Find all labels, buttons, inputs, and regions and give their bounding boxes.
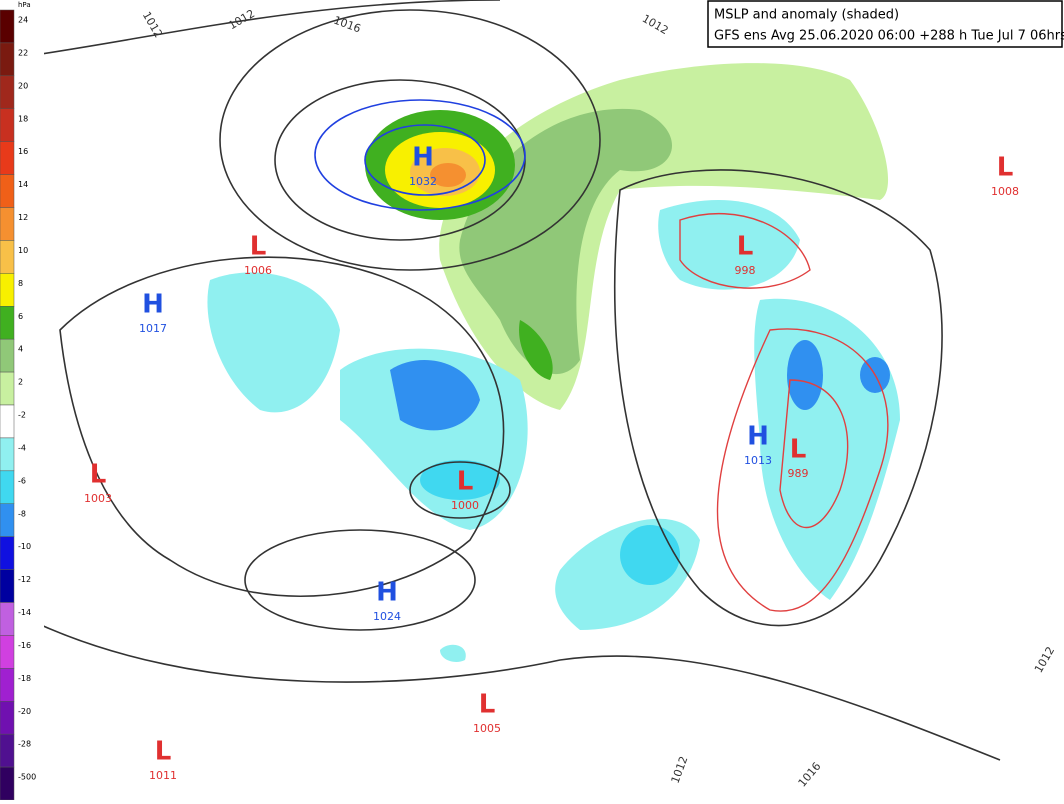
anomaly-shading [207, 63, 900, 662]
colorbar-label: 12 [18, 213, 28, 222]
anomaly-contours [679, 212, 889, 612]
colorbar-label: 22 [18, 48, 28, 57]
center-letter: L [997, 153, 1014, 183]
colorbar-swatch [0, 569, 15, 603]
colorbar-unit: hPa [18, 1, 31, 9]
colorbar-swatch [0, 733, 15, 768]
center-pressure: 1005 [473, 722, 501, 735]
colorbar-label: 20 [18, 81, 28, 90]
center-pressure: 1000 [451, 499, 479, 512]
colorbar-label: -8 [18, 509, 26, 518]
center-letter: H [412, 143, 434, 173]
center-pressure: 1032 [409, 175, 437, 188]
colorbar-swatch [0, 701, 15, 735]
isobars [0, 0, 1001, 761]
colorbar-label: 14 [18, 180, 28, 189]
colorbar-label: -18 [18, 674, 31, 683]
colorbar-swatch [0, 306, 15, 340]
colorbar-swatch [0, 338, 15, 373]
center-letter: H [142, 290, 164, 320]
colorbar-swatch [0, 9, 15, 44]
colorbar-label: 18 [18, 114, 28, 123]
colorbar-label: -2 [18, 411, 26, 420]
colorbar-swatch [0, 766, 15, 801]
center-letter: L [155, 737, 172, 767]
title: MSLP and anomaly (shaded) [714, 8, 899, 23]
colorbar-swatch [0, 42, 15, 77]
subtitle: GFS ens Avg 25.06.2020 06:00 +288 h Tue … [714, 29, 1064, 44]
center-letter: L [250, 232, 267, 262]
colorbar-label: -10 [18, 542, 31, 551]
center-pressure: 998 [735, 264, 756, 277]
center-letter: H [747, 422, 769, 452]
colorbar-label: -20 [18, 707, 31, 716]
colorbar-swatch [0, 240, 15, 274]
colorbar-label: 16 [18, 147, 28, 156]
colorbar-swatch [0, 404, 15, 439]
colorbar-label: 8 [18, 279, 23, 288]
center-pressure: 1003 [84, 492, 112, 505]
center-pressure: 1013 [744, 454, 772, 467]
colorbar-swatch [0, 536, 15, 570]
colorbar-swatch [0, 174, 15, 208]
colorbar-swatch [0, 75, 15, 110]
title-box: MSLP and anomaly (shaded) GFS ens Avg 25… [707, 0, 1064, 48]
center-letter: L [479, 690, 496, 720]
colorbar-swatch [0, 503, 15, 537]
colorbar-swatch [0, 207, 15, 241]
center-letter: L [457, 467, 474, 497]
center-letter: L [737, 232, 754, 262]
colorbar-swatch [0, 273, 15, 307]
colorbar-swatch [0, 668, 15, 702]
colorbar-label: 4 [18, 345, 23, 354]
colorbar-label: -16 [18, 641, 31, 650]
colorbar-label: -6 [18, 476, 26, 485]
colorbar: hPa 24 22 20 18 16 14 12 10 8 6 4 2 -2 -4 -6 -8 -10 -12 -14… [0, 0, 44, 801]
center-pressure: 1008 [991, 185, 1019, 198]
center-pressure: 1017 [139, 322, 167, 335]
colorbar-label: -28 [18, 740, 31, 749]
colorbar-label: 24 [18, 16, 28, 25]
center-pressure: 989 [788, 467, 809, 480]
colorbar-label: 2 [18, 378, 23, 387]
center-pressure: 1024 [373, 610, 401, 623]
colorbar-label: 6 [18, 312, 23, 321]
center-letter: L [90, 460, 107, 490]
center-pressure: 1006 [244, 264, 272, 277]
colorbar-label: 10 [18, 246, 28, 255]
center-pressure: 1011 [149, 769, 177, 782]
colorbar-swatch [0, 108, 15, 142]
pressure-centers: H 1032 L 1006 H 1017 L 1000 H 1024 L 1005 L 1011 L 1008… [84, 143, 1019, 783]
colorbar-swatch [0, 635, 15, 669]
colorbar-label: -12 [18, 575, 31, 584]
center-letter: L [790, 435, 807, 465]
colorbar-swatch [0, 470, 15, 505]
center-letter: H [376, 578, 398, 608]
colorbar-label: -4 [18, 443, 26, 452]
colorbar-swatch [0, 141, 15, 175]
colorbar-label: -500 [18, 773, 36, 782]
colorbar-label: -14 [18, 608, 31, 617]
colorbar-swatch [0, 437, 15, 472]
colorbar-swatch [0, 602, 15, 636]
title-frame [707, 0, 1063, 48]
high-contours [314, 99, 526, 211]
colorbar-swatch [0, 371, 15, 406]
